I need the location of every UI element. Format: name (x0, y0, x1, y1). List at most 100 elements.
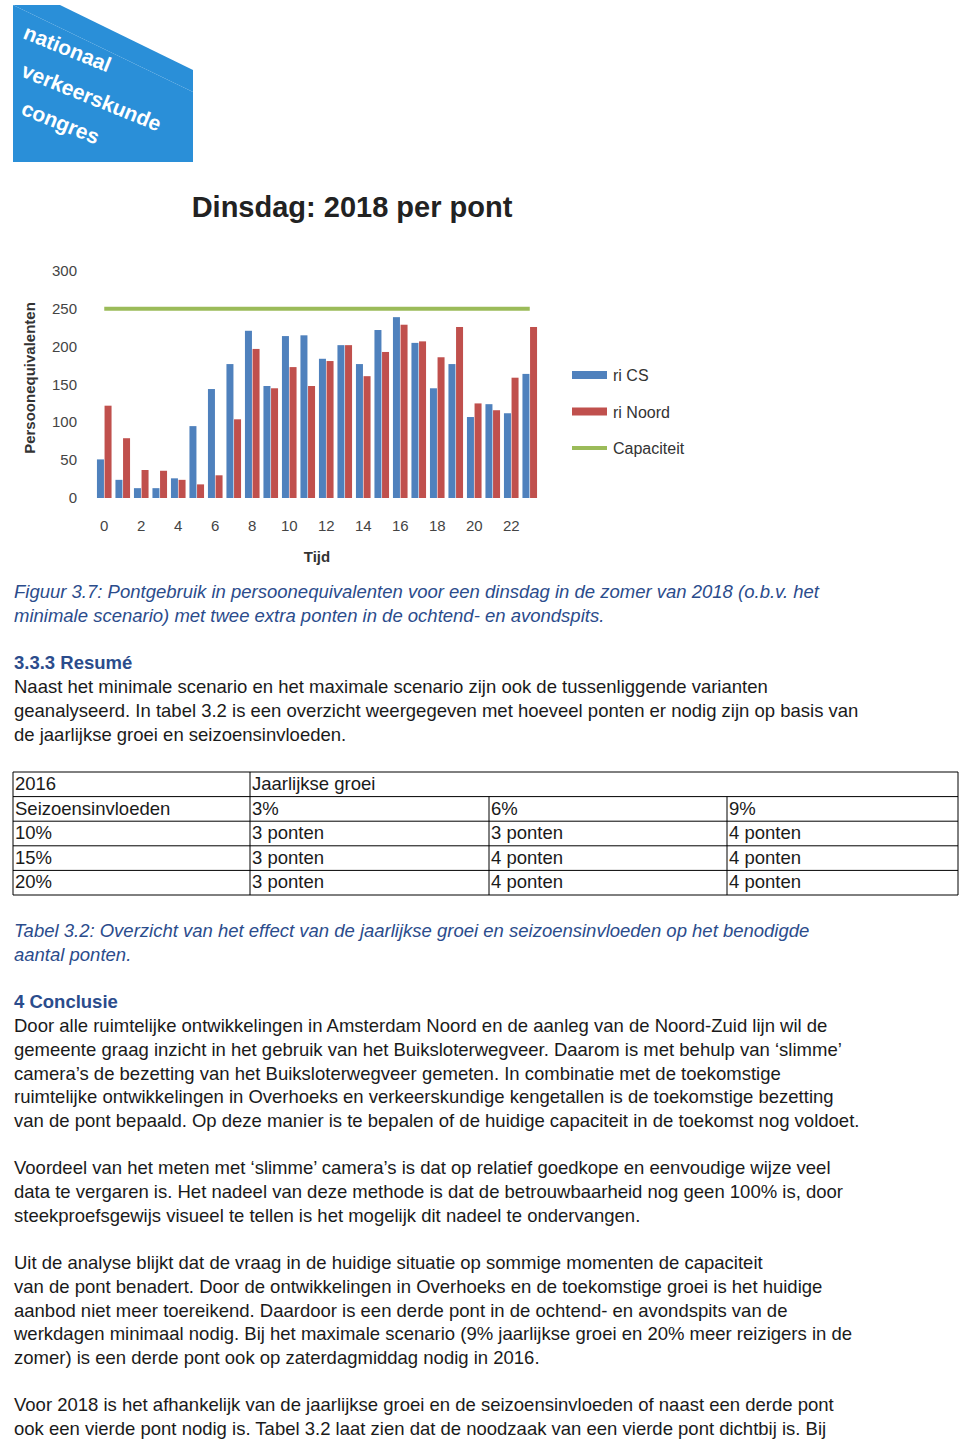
bar (123, 438, 130, 498)
bar (97, 459, 104, 498)
bar (234, 419, 241, 498)
legend-swatch (572, 446, 607, 450)
chart: Dinsdag: 2018 per pont Persoonequivalente… (21, 191, 685, 565)
y-tick-label: 150 (52, 376, 77, 393)
bar (411, 343, 418, 498)
table-cell: 20% (15, 871, 52, 892)
paragraph-line: gemeente graag inzicht in het gebruik va… (14, 1039, 842, 1060)
paragraph-line: camera’s de bezetting van het Buiksloter… (14, 1063, 781, 1084)
bar (171, 478, 178, 498)
bar (356, 364, 363, 498)
paragraph-line: Naast het minimale scenario en het maxim… (14, 676, 768, 697)
bar (438, 357, 445, 498)
table-cell: 4 ponten (491, 847, 563, 868)
paragraph-line: Voordeel van het meten met ‘slimme’ came… (14, 1157, 831, 1178)
paragraph-line: zomer) is een derde pont ook op zaterdag… (14, 1347, 540, 1368)
bar (134, 488, 141, 498)
bar (300, 335, 307, 498)
bar (142, 470, 149, 498)
bar (448, 364, 455, 498)
document-text: Figuur 3.7: Pontgebruik in persoonequiva… (13, 581, 859, 1439)
paragraph-line: steekproefsgewijs visueel te tellen is h… (14, 1205, 640, 1226)
figure-caption: minimale scenario) met twee extra ponten… (14, 605, 604, 626)
bar (419, 341, 426, 498)
section-heading: 3.3.3 Resumé (14, 652, 132, 673)
table-rule (13, 772, 958, 773)
table-cell: 4 ponten (729, 822, 801, 843)
paragraph-line: de jaarlijkse groei en seizoensinvloeden… (14, 724, 346, 745)
bar (160, 471, 167, 498)
bar (245, 331, 252, 498)
table-cell: Seizoensinvloeden (15, 798, 170, 819)
table-rule (958, 772, 959, 895)
y-tick-label: 50 (60, 451, 77, 468)
bar (189, 426, 196, 498)
y-axis-label: Persoonequivalenten (21, 302, 38, 454)
chart-title: Dinsdag: 2018 per pont (192, 191, 513, 223)
paragraph-line: Voor 2018 is het afhankelijk van de jaar… (14, 1394, 834, 1415)
bar (290, 367, 297, 498)
x-tick-label: 16 (392, 517, 409, 534)
table-caption: Tabel 3.2: Overzicht van het effect van … (14, 920, 809, 941)
bar (271, 388, 278, 498)
bar (512, 378, 519, 498)
table-rule (13, 845, 958, 846)
section-heading: 4 Conclusie (14, 991, 118, 1012)
x-tick-label: 0 (100, 517, 108, 534)
y-tick-label: 100 (52, 413, 77, 430)
paragraph-line: geanalyseerd. In tabel 3.2 is een overzi… (14, 700, 858, 721)
bar (197, 484, 204, 498)
page: nationaalverkeerskundecongres Dinsdag: 20… (0, 0, 960, 1442)
x-axis-label: Tijd (304, 548, 330, 565)
legend: ri CSri NoordCapaciteit (572, 367, 685, 457)
paragraph-line: van de pont bepaald. Op deze manier is t… (14, 1110, 859, 1131)
bar (393, 317, 400, 498)
paragraph-line: Door alle ruimtelijke ontwikkelingen in … (14, 1015, 827, 1036)
table-cell: 3% (252, 798, 279, 819)
table-rule (13, 772, 14, 895)
logo-text: congres (19, 96, 103, 148)
bar (530, 327, 537, 498)
x-tick-label: 14 (355, 517, 372, 534)
bar (308, 386, 315, 498)
bar (282, 336, 289, 498)
table-cell: 4 ponten (491, 871, 563, 892)
bar (115, 480, 122, 498)
bar (430, 388, 437, 498)
legend-label: ri CS (613, 367, 649, 384)
table-cell: 3 ponten (252, 822, 324, 843)
bar (467, 417, 474, 498)
table-cell: 4 ponten (729, 847, 801, 868)
legend-swatch (572, 408, 607, 416)
table-cell: 15% (15, 847, 52, 868)
table-rule (13, 870, 958, 871)
bar (152, 488, 159, 498)
bar (327, 361, 334, 498)
table-cell: 6% (491, 798, 518, 819)
x-tick-label: 10 (281, 517, 298, 534)
x-tick-label: 2 (137, 517, 145, 534)
paragraph-line: Uit de analyse blijkt dat de vraag in de… (14, 1252, 763, 1273)
y-tick-label: 250 (52, 300, 77, 317)
bar (475, 403, 482, 498)
table-cell: 10% (15, 822, 52, 843)
logo-background (13, 5, 193, 162)
bar (319, 359, 326, 498)
table-cell: 3 ponten (491, 822, 563, 843)
table-rule (250, 772, 251, 895)
logo: nationaalverkeerskundecongres (13, 5, 193, 162)
paragraph-line: ook een vierde pont nodig is. Tabel 3.2 … (14, 1418, 826, 1439)
y-tick-label: 200 (52, 338, 77, 355)
table-caption: aantal ponten. (14, 944, 131, 965)
x-tick-label: 20 (466, 517, 483, 534)
table-rule (13, 821, 958, 822)
y-tick-label: 300 (52, 262, 77, 279)
table-cell: 3 ponten (252, 871, 324, 892)
figure-caption: Figuur 3.7: Pontgebruik in persoonequiva… (14, 581, 820, 602)
x-tick-label: 12 (318, 517, 335, 534)
table: 2016Jaarlijkse groeiSeizoensinvloeden3%6… (13, 772, 958, 895)
bar (208, 389, 215, 498)
table-rule (727, 797, 728, 895)
bar (345, 345, 352, 498)
table-cell: 4 ponten (729, 871, 801, 892)
